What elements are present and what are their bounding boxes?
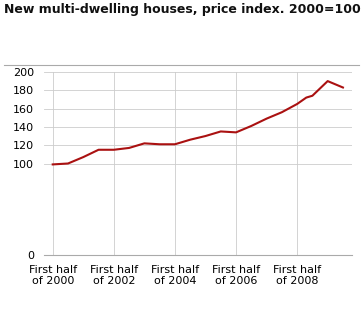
- Text: New multi-dwelling houses, price index. 2000=100: New multi-dwelling houses, price index. …: [4, 3, 360, 16]
